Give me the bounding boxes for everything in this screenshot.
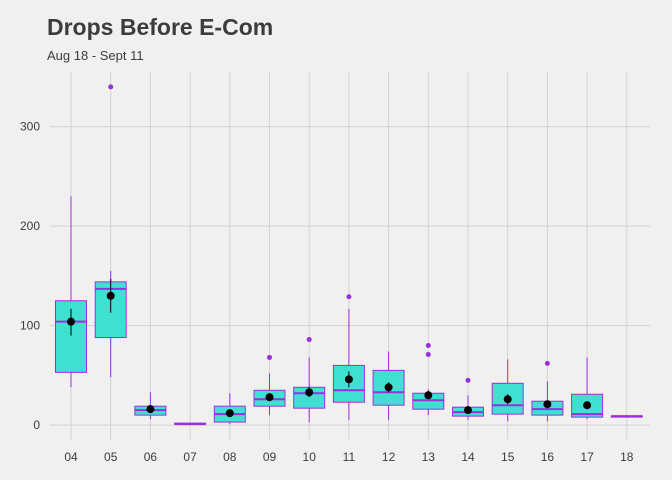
x-tick-label: 09 [263, 450, 277, 464]
x-tick-label: 18 [620, 450, 634, 464]
x-tick-label: 07 [183, 450, 197, 464]
outlier-point [267, 354, 272, 360]
box-13 [412, 343, 445, 416]
x-tick-label: 12 [382, 450, 396, 464]
mean-point [424, 391, 433, 400]
axis-layer: 0 100 200 300 04 05 06 07 08 09 10 11 12 13 14 15 16 17 18 [20, 120, 634, 464]
box-body [491, 382, 524, 415]
outlier-point [346, 294, 352, 300]
x-tick-label: 08 [223, 450, 237, 464]
x-tick-label: 06 [144, 450, 158, 464]
x-tick-label: 05 [104, 450, 118, 464]
y-tick-label: 100 [20, 319, 40, 333]
outlier-point [425, 343, 431, 349]
outlier-point [465, 377, 471, 383]
box-12 [372, 351, 405, 421]
mean-point [384, 383, 393, 392]
box-layer [55, 84, 643, 426]
box-14 [452, 377, 484, 421]
box-16 [531, 360, 564, 422]
outlier-point [544, 360, 550, 366]
mean-point [225, 409, 234, 418]
box-07 [174, 422, 207, 426]
box-06 [134, 392, 167, 420]
box-10 [293, 337, 326, 423]
mean-point [106, 291, 115, 300]
box-15 [491, 359, 524, 422]
chart-title: Drops Before E-Com [47, 14, 274, 40]
x-tick-label: 04 [64, 450, 78, 464]
box-17 [571, 357, 604, 420]
x-tick-label: 16 [541, 450, 555, 464]
mean-point [503, 395, 512, 404]
x-tick-label: 15 [501, 450, 515, 464]
mean-point [543, 400, 552, 409]
mean-point [344, 375, 353, 384]
x-tick-label: 11 [343, 450, 356, 464]
mean-point [464, 406, 472, 415]
outlier-point [108, 84, 114, 90]
box-body [55, 300, 87, 373]
y-tick-label: 300 [20, 120, 40, 134]
outlier-point [306, 337, 312, 343]
mean-point [67, 317, 75, 326]
mean-point [305, 388, 314, 397]
box-08 [213, 393, 246, 425]
x-tick-label: 14 [461, 450, 475, 464]
x-tick-label: 17 [580, 450, 594, 464]
chart-subtitle: Aug 18 - Sept 11 [47, 48, 144, 63]
mean-point [583, 401, 592, 410]
box-18 [610, 415, 643, 418]
y-tick-label: 0 [33, 418, 40, 432]
box-09 [253, 354, 286, 416]
box-11 [332, 294, 365, 421]
y-tick-label: 200 [20, 219, 40, 233]
x-tick-label: 10 [303, 450, 317, 464]
outlier-point [425, 351, 431, 357]
box-04 [55, 196, 87, 388]
x-tick-label: 13 [422, 450, 436, 464]
box-05 [94, 84, 127, 378]
mean-point [265, 393, 274, 402]
mean-point [146, 405, 155, 414]
